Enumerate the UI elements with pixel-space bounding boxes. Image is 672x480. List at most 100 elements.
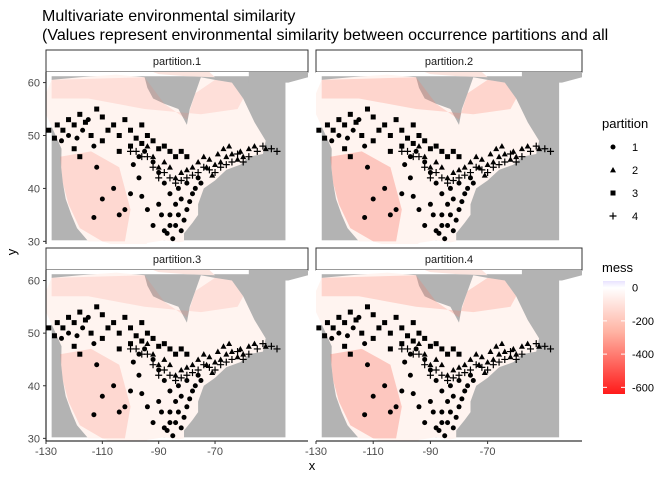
point-circle (422, 222, 428, 228)
point-square (324, 122, 330, 128)
point-triangle (487, 151, 494, 157)
point-square (139, 140, 145, 146)
point-triangle (223, 153, 230, 160)
point-square (422, 138, 428, 144)
point-circle (198, 377, 204, 383)
point-circle (350, 325, 356, 331)
point-square (610, 190, 616, 196)
point-square (427, 146, 433, 152)
point-circle (175, 212, 181, 218)
point-circle (453, 217, 459, 223)
point-square (399, 127, 405, 133)
point-plus (155, 174, 163, 182)
point-square (342, 320, 348, 326)
point-plus (449, 374, 457, 382)
point-circle (167, 388, 173, 394)
shape-legend-label: 1 (632, 142, 638, 154)
point-circle (142, 148, 148, 154)
point-square (347, 111, 353, 117)
point-square (105, 325, 111, 331)
y-tick-label: 30 (28, 433, 40, 445)
fill-legend-title: mess (602, 260, 634, 275)
point-plus (472, 361, 480, 369)
point-triangle (490, 158, 497, 165)
point-circle (150, 159, 156, 165)
x-tick-label: -130 (305, 446, 327, 458)
point-plus (239, 158, 247, 166)
point-circle (422, 420, 428, 426)
shape-legend: partition 1 2 3 4 (602, 116, 648, 223)
point-square (77, 309, 83, 315)
point-circle (111, 383, 117, 389)
point-square (184, 154, 190, 160)
point-triangle (481, 172, 488, 178)
point-plus (228, 158, 236, 166)
point-plus (484, 169, 492, 177)
point-circle (402, 359, 408, 365)
point-plus (245, 153, 253, 161)
point-triangle (217, 158, 224, 165)
point-circle (156, 201, 162, 207)
x-tick-label: -70 (207, 446, 223, 458)
point-circle (399, 388, 405, 394)
point-circle (462, 388, 468, 394)
point-square (139, 338, 145, 344)
point-plus (205, 363, 213, 371)
point-square (77, 351, 83, 357)
point-circle (187, 396, 193, 402)
point-circle (128, 191, 134, 197)
point-circle (99, 393, 105, 399)
point-plus (253, 147, 261, 155)
point-circle (410, 193, 416, 199)
point-plus (155, 371, 163, 379)
point-plus (461, 171, 469, 179)
point-plus (547, 345, 555, 353)
point-square (422, 335, 428, 341)
point-triangle (237, 148, 244, 154)
point-square (133, 333, 139, 339)
point-circle (66, 330, 72, 336)
point-plus (495, 161, 503, 169)
point-circle (170, 236, 176, 242)
point-plus (409, 153, 417, 161)
point-triangle (220, 145, 227, 152)
point-circle (122, 207, 128, 213)
point-square (66, 314, 72, 320)
facet-partition.2: partition.2 (315, 49, 583, 244)
axes: 30 40 50 60 30 40 50 60 -130 -110 -90 -70 -130 -110 -9… (28, 72, 582, 458)
point-square (370, 114, 376, 120)
point-circle (430, 212, 436, 218)
point-triangle (450, 366, 457, 373)
point-square (393, 314, 399, 320)
point-circle (447, 212, 453, 218)
point-circle (427, 201, 433, 207)
point-circle (74, 333, 80, 339)
point-square (167, 148, 173, 154)
point-circle (447, 409, 453, 415)
x-tick-label: -130 (35, 446, 57, 458)
point-circle (173, 201, 179, 207)
point-plus (466, 366, 474, 374)
point-circle (407, 175, 413, 181)
point-triangle (524, 340, 531, 347)
point-triangle (240, 351, 247, 357)
x-tick-label: -110 (92, 446, 113, 458)
point-circle (447, 185, 453, 191)
occurrence-points (316, 304, 555, 439)
point-plus (527, 147, 535, 155)
point-triangle (212, 359, 219, 365)
point-plus (273, 345, 281, 353)
point-circle (175, 409, 181, 415)
point-square (184, 351, 190, 357)
point-circle (427, 170, 433, 176)
point-circle (336, 133, 342, 139)
point-plus (444, 376, 452, 384)
point-triangle (536, 343, 543, 349)
point-plus (532, 142, 540, 150)
point-triangle (513, 351, 520, 357)
point-circle (459, 396, 465, 402)
point-circle (422, 356, 428, 362)
point-plus (205, 166, 213, 174)
point-square (51, 333, 57, 339)
